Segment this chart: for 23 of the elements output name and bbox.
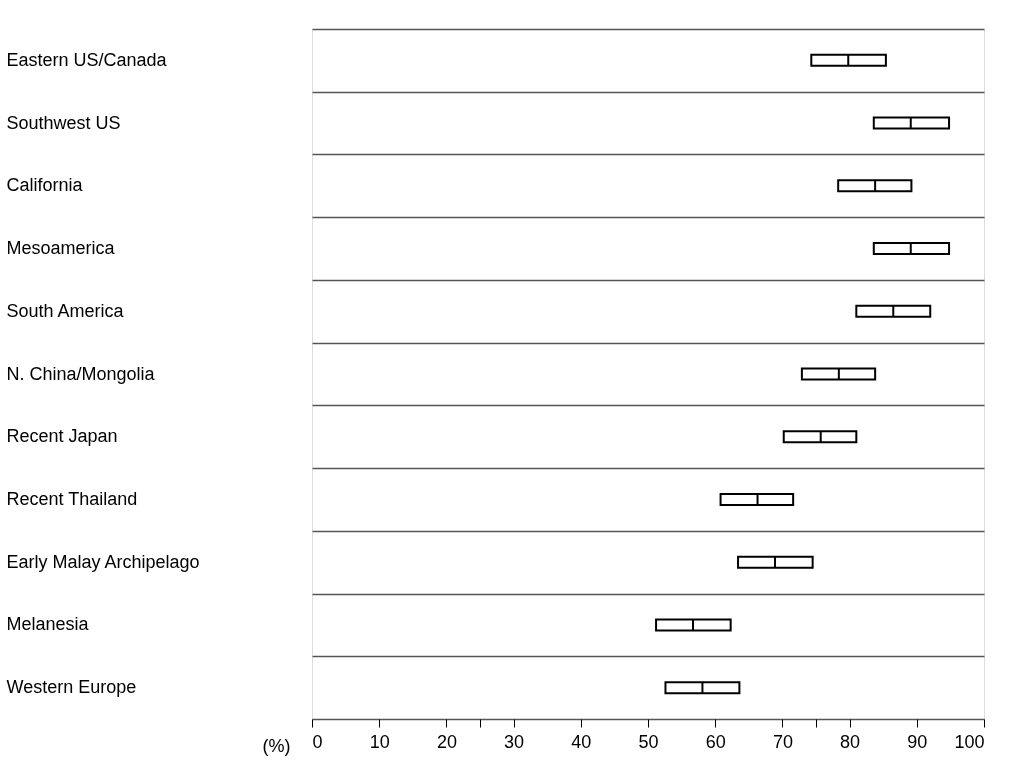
y-tick-label: South America	[6, 300, 125, 321]
y-tick-label: N. China/Mongolia	[6, 363, 156, 384]
x-axis-title: (%)	[262, 735, 291, 756]
y-tick-label: Recent Thailand	[6, 488, 138, 509]
y-tick-label: Southwest US	[6, 112, 121, 133]
x-tick-label: 70	[772, 731, 793, 752]
y-tick-label: Eastern US/Canada	[6, 49, 168, 70]
x-tick-label: 50	[638, 731, 659, 752]
y-tick-label: Mesoamerica	[6, 238, 116, 259]
x-tick-label: 40	[571, 731, 592, 752]
x-tick-label: 0	[312, 731, 323, 752]
x-tick-label: 100	[954, 731, 985, 752]
y-tick-label: Recent Japan	[6, 426, 118, 447]
x-tick-label: 90	[907, 731, 928, 752]
y-tick-label: Early Malay Archipelago	[6, 551, 200, 572]
x-tick-label: 20	[436, 731, 457, 752]
y-tick-label: California	[6, 175, 84, 196]
x-tick-label: 80	[840, 731, 861, 752]
y-tick-label: Western Europe	[6, 677, 137, 698]
x-tick-label: 30	[504, 731, 525, 752]
x-tick-label: 60	[705, 731, 726, 752]
x-tick-label: 10	[369, 731, 390, 752]
y-tick-label: Melanesia	[6, 614, 90, 635]
